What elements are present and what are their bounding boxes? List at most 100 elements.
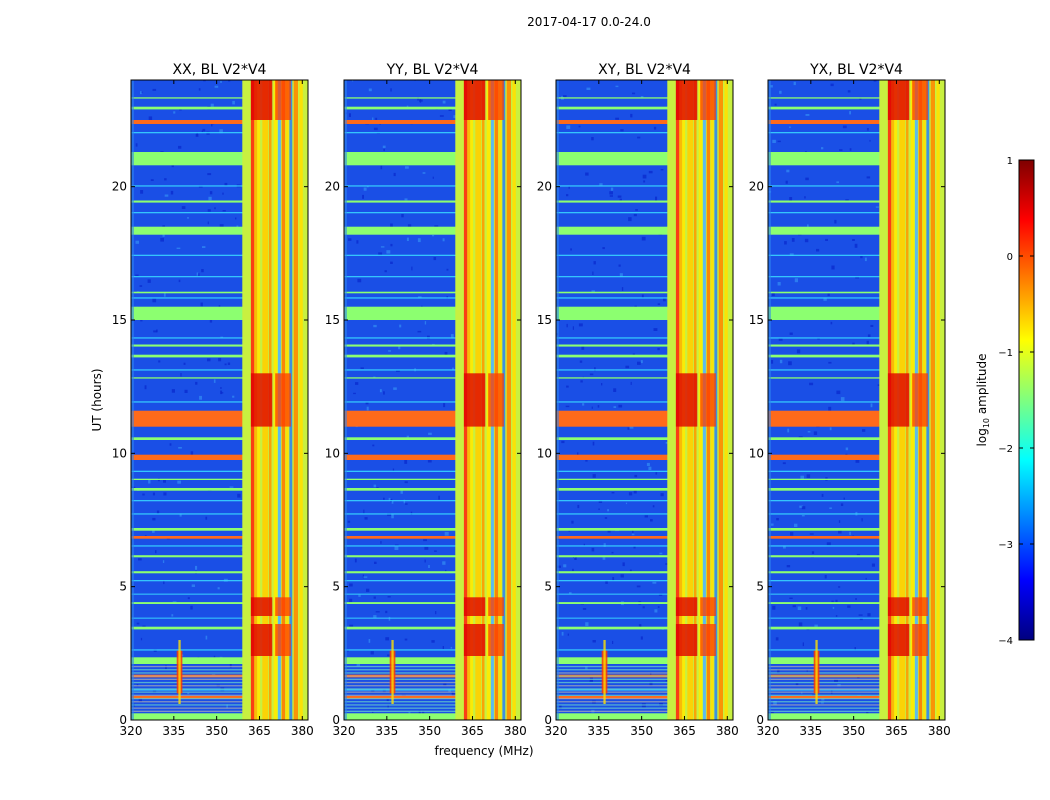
x-tick-label: 320 xyxy=(333,724,356,738)
noise-cell xyxy=(368,88,372,92)
noise-cell xyxy=(387,596,391,598)
noise-cell xyxy=(163,479,166,483)
band-edge xyxy=(556,80,559,720)
noise-cell xyxy=(665,442,669,444)
noise-cell xyxy=(199,395,202,400)
noise-cell xyxy=(625,365,630,369)
rfi-stripe xyxy=(768,106,945,110)
noise-cell xyxy=(601,383,603,386)
heatmap-panel-2: YY, BL V2*V4 320 335 350 365 380 0 5 10 15 20 xyxy=(325,62,527,738)
rfi-stripe xyxy=(131,626,308,630)
noise-cell xyxy=(610,187,614,191)
noise-cell xyxy=(236,225,239,228)
noise-cell xyxy=(870,403,873,408)
noise-cell xyxy=(827,293,830,297)
noise-cell xyxy=(634,305,637,308)
noise-cell xyxy=(607,509,609,512)
colorbar-label: log10 amplitude xyxy=(975,354,991,447)
rfi-line xyxy=(344,710,521,712)
noise-cell xyxy=(612,577,615,581)
noise-cell xyxy=(384,270,387,273)
freq-block xyxy=(675,373,698,427)
rfi-line xyxy=(131,678,308,680)
rfi-stripe xyxy=(556,200,733,203)
noise-cell xyxy=(805,607,808,610)
rfi-line xyxy=(768,649,945,651)
figure-suptitle: 2017-04-17 0.0-24.0 xyxy=(527,15,651,29)
noise-cell xyxy=(435,611,437,615)
noise-cell xyxy=(865,577,867,580)
noise-cell xyxy=(187,692,190,695)
noise-cell xyxy=(605,580,608,584)
noise-cell xyxy=(840,397,845,401)
panel-title: YY, BL V2*V4 xyxy=(386,62,479,78)
rfi-line xyxy=(556,688,733,690)
noise-cell xyxy=(411,266,413,271)
colorbar-tick-label: −3 xyxy=(998,540,1013,551)
noise-cell xyxy=(771,360,774,364)
noise-cell xyxy=(836,181,839,184)
rfi-line xyxy=(344,649,521,651)
noise-cell xyxy=(398,345,401,350)
noise-cell xyxy=(373,596,376,599)
freq-column xyxy=(936,80,940,720)
noise-cell xyxy=(794,523,798,527)
rfi-stripe-strong xyxy=(556,120,733,124)
noise-cell xyxy=(178,145,182,149)
rfi-line xyxy=(768,685,945,687)
noise-cell xyxy=(798,622,803,627)
noise-cell xyxy=(177,480,181,484)
rfi-line xyxy=(768,297,945,299)
noise-cell xyxy=(813,431,818,435)
noise-cell xyxy=(592,474,596,478)
noise-cell xyxy=(445,569,447,572)
noise-cell xyxy=(571,520,574,524)
noise-cell xyxy=(583,543,585,546)
rfi-line xyxy=(131,665,308,668)
rfi-stripe xyxy=(556,555,733,558)
noise-cell xyxy=(849,148,852,151)
noise-cell xyxy=(789,253,794,256)
rfi-line xyxy=(768,675,945,677)
y-tick-label: 0 xyxy=(119,713,127,727)
noise-cell xyxy=(792,605,796,608)
rfi-stripe xyxy=(556,528,733,531)
rfi-line xyxy=(768,593,945,595)
y-tick-label: 10 xyxy=(112,446,127,460)
noise-cell xyxy=(635,209,638,211)
noise-cell xyxy=(633,490,637,494)
noise-cell xyxy=(807,224,809,229)
noise-cell xyxy=(770,711,774,714)
rfi-line xyxy=(131,681,308,684)
noise-cell xyxy=(640,360,643,364)
noise-cell xyxy=(424,321,427,325)
noise-cell xyxy=(854,647,856,651)
noise-cell xyxy=(640,636,643,640)
noise-cell xyxy=(152,529,155,533)
rfi-line xyxy=(556,369,733,371)
noise-cell xyxy=(566,125,571,129)
noise-cell xyxy=(347,520,351,523)
x-tick-label: 380 xyxy=(928,724,951,738)
freq-block xyxy=(250,373,273,427)
noise-cell xyxy=(375,611,380,613)
noise-cell xyxy=(390,243,393,247)
noise-cell xyxy=(400,489,403,494)
rfi-stripe xyxy=(344,226,521,235)
x-tick-label: 335 xyxy=(799,724,822,738)
noise-cell xyxy=(619,198,622,201)
rfi-stripe xyxy=(768,626,945,630)
noise-cell xyxy=(630,381,632,385)
rfi-line xyxy=(131,710,308,712)
rfi-line xyxy=(131,688,308,690)
y-tick-label: 5 xyxy=(544,580,552,594)
noise-cell xyxy=(442,561,446,565)
rfi-line xyxy=(556,710,733,712)
colorbar-tick-label: 0 xyxy=(1007,252,1013,263)
noise-cell xyxy=(854,243,858,248)
rfi-stripe xyxy=(344,377,521,379)
heatmap-panel-3: XY, BL V2*V4 320 335 350 365 380 0 5 10 15 20 xyxy=(537,62,739,738)
noise-cell xyxy=(805,114,810,116)
rfi-stripe xyxy=(556,571,733,574)
noise-cell xyxy=(568,530,571,532)
